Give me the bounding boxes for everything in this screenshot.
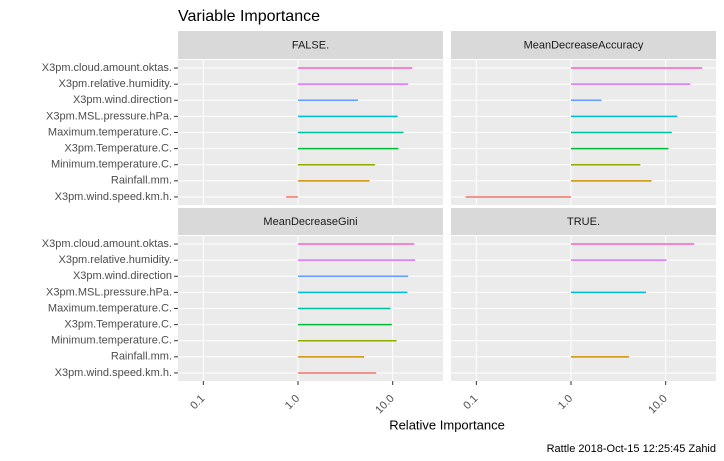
y-tick-label: X3pm.MSL.pressure.hPa.	[46, 110, 172, 122]
strip-background	[178, 208, 443, 235]
y-tick-label: Maximum.temperature.C.	[48, 126, 172, 138]
x-tick-label: 10.0	[373, 393, 397, 417]
x-tick-label: 10.0	[646, 393, 670, 417]
strip-label: MeanDecreaseGini	[263, 216, 357, 228]
y-tick-label: X3pm.cloud.amount.oktas.	[42, 238, 172, 250]
x-axis-title: Relative Importance	[389, 417, 505, 432]
chart-title: Variable Importance	[178, 8, 320, 25]
y-tick-label: Minimum.temperature.C.	[51, 335, 172, 347]
y-tick-label: Maximum.temperature.C.	[48, 302, 172, 314]
y-tick-label: X3pm.wind.direction	[73, 94, 172, 106]
x-tick-label: 0.1	[188, 393, 207, 412]
caption: Rattle 2018-Oct-15 12:25:45 Zahid	[547, 443, 716, 455]
y-tick-label: X3pm.MSL.pressure.hPa.	[46, 286, 172, 298]
y-tick-label: X3pm.Temperature.C.	[64, 319, 172, 331]
y-tick-label: Rainfall.mm.	[111, 175, 172, 187]
y-tick-label: X3pm.relative.humidity.	[58, 78, 172, 90]
strip-label: MeanDecreaseAccuracy	[524, 39, 644, 51]
strip-background	[451, 208, 716, 235]
strip-background	[451, 31, 716, 59]
x-tick-label: 1.0	[283, 393, 302, 412]
y-tick-label: X3pm.Temperature.C.	[64, 143, 172, 155]
y-tick-label: Rainfall.mm.	[111, 351, 172, 363]
strip-background	[178, 31, 443, 59]
strip-label: TRUE.	[567, 216, 600, 228]
y-tick-label: X3pm.relative.humidity.	[58, 254, 172, 266]
y-tick-label: Minimum.temperature.C.	[51, 159, 172, 171]
y-tick-label: X3pm.wind.direction	[73, 270, 172, 282]
y-tick-label: X3pm.cloud.amount.oktas.	[42, 62, 172, 74]
y-tick-label: X3pm.wind.speed.km.h.	[55, 367, 172, 379]
strip-label: FALSE.	[292, 39, 329, 51]
x-tick-label: 1.0	[556, 393, 575, 412]
y-tick-label: X3pm.wind.speed.km.h.	[55, 191, 172, 203]
x-tick-label: 0.1	[461, 393, 480, 412]
